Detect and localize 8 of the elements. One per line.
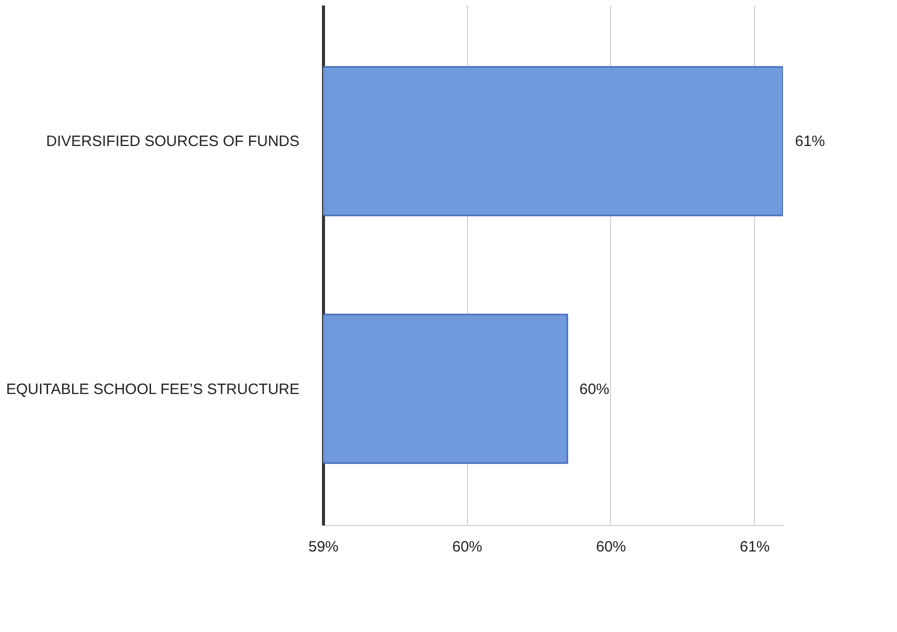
data-label: 61% bbox=[795, 133, 826, 150]
x-tick-label: 60% bbox=[596, 538, 626, 556]
x-tick-label: 61% bbox=[740, 538, 770, 556]
data-label: 60% bbox=[579, 380, 610, 398]
y-tick-label: EQUITABLE SCHOOL FEE’S STRUCTURE bbox=[6, 380, 300, 398]
x-tick-label: 59% bbox=[308, 538, 339, 556]
x-tick-label: 60% bbox=[452, 538, 482, 556]
y-tick-label: DIVERSIFIED SOURCES OF FUNDS bbox=[46, 133, 300, 150]
